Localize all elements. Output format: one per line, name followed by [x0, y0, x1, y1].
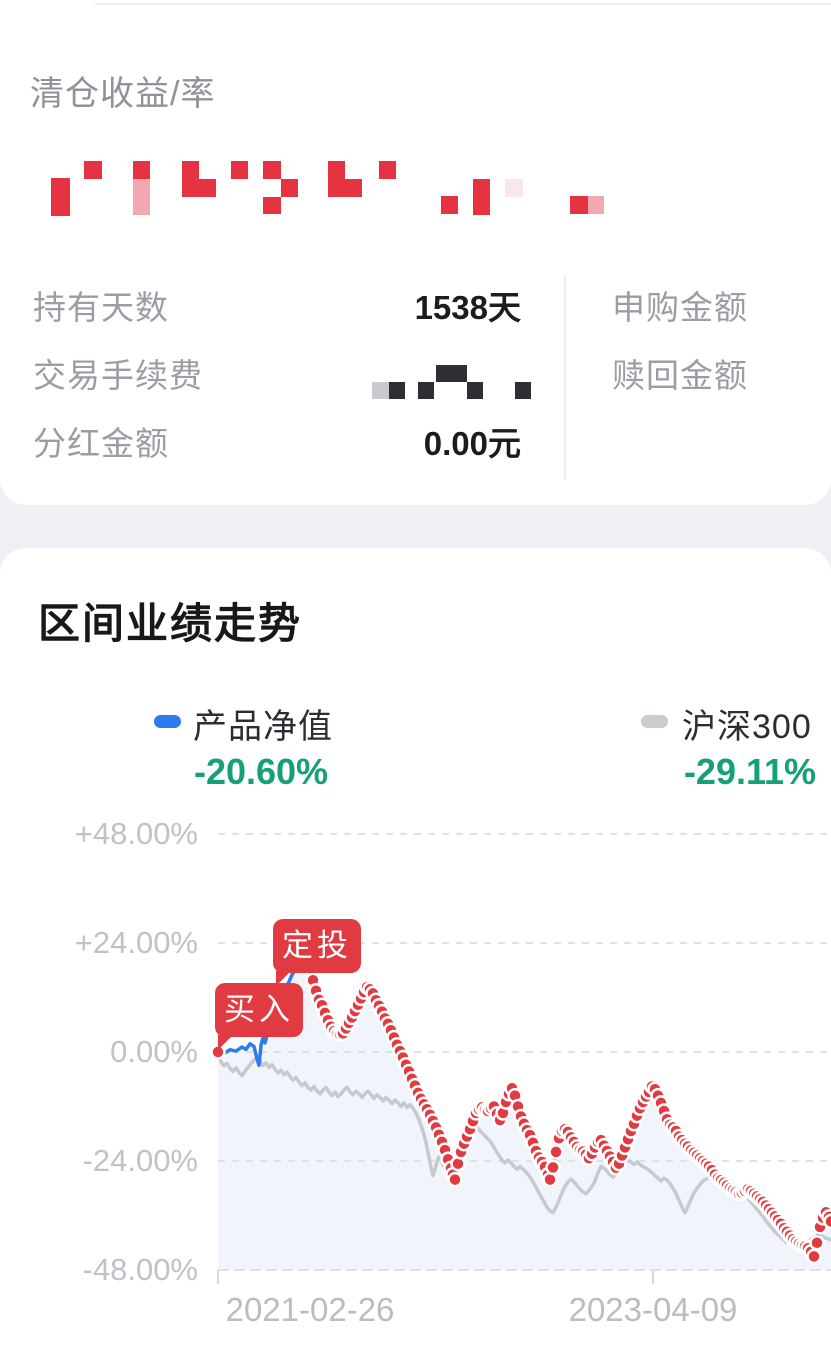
buy-marker-pointer-icon	[218, 1035, 233, 1050]
redacted-return-block	[328, 161, 345, 179]
redacted-return-block	[328, 179, 362, 197]
buy-marker-label: 买入	[224, 992, 294, 1027]
liquidation-summary-card	[0, 0, 831, 505]
product-nav-legend-swatch	[154, 715, 181, 728]
product-area-fill	[218, 959, 831, 1270]
auto-invest-marker-label: 定投	[282, 928, 352, 963]
dividend-amount-value: 0.00元	[423, 425, 521, 462]
purchase-dot[interactable]	[809, 1235, 825, 1251]
csi300-legend-label[interactable]: 沪深300	[682, 708, 812, 746]
redacted-fee-block	[372, 382, 389, 399]
redacted-return-block	[84, 161, 102, 179]
redacted-return-block	[281, 179, 298, 197]
y-axis-label: 0.00%	[110, 1034, 198, 1069]
auto-invest-marker-badge[interactable]: 定投	[273, 919, 361, 986]
redacted-return-block	[51, 178, 70, 216]
column-divider	[564, 274, 566, 480]
redacted-return-block	[473, 179, 490, 215]
redacted-return-block	[182, 161, 199, 179]
y-axis-label: -24.00%	[82, 1143, 198, 1178]
purchase-dot[interactable]	[548, 1144, 564, 1160]
liquidation-return-label: 清仓收益/率	[30, 75, 216, 113]
redacted-fee-block	[436, 365, 467, 382]
redacted-fee-block	[418, 382, 434, 399]
redacted-fee-block	[515, 382, 531, 399]
redacted-return-block	[231, 161, 248, 179]
trend-section-title: 区间业绩走势	[38, 600, 303, 647]
product-nav-legend-label[interactable]: 产品净值	[193, 708, 333, 746]
redacted-return-block	[263, 197, 281, 214]
x-axis-label-start: 2021-02-26	[225, 1291, 395, 1328]
redacted-fee-block	[389, 382, 405, 399]
redacted-return-block	[263, 161, 281, 179]
purchase-dot[interactable]	[545, 1159, 561, 1176]
y-axis-label: +24.00%	[74, 925, 198, 960]
purchase-dot[interactable]	[806, 1248, 822, 1265]
redacted-return-block	[133, 161, 150, 179]
auto-invest-marker-pointer-icon	[276, 971, 291, 986]
csi300-return-value: -29.11%	[683, 751, 817, 792]
purchase-dot[interactable]	[823, 1213, 831, 1230]
purchase-dot[interactable]	[447, 1171, 463, 1188]
redacted-return-block	[133, 179, 150, 215]
top-divider	[95, 3, 831, 5]
purchase-amount-label: 申购金额	[612, 289, 748, 326]
purchase-dot[interactable]	[542, 1171, 558, 1188]
redemption-amount-label: 赎回金额	[612, 357, 748, 394]
y-axis-label: -48.00%	[82, 1252, 198, 1287]
performance-line-chart[interactable]	[0, 780, 831, 1340]
csi300-legend-swatch	[641, 715, 668, 728]
transaction-fee-label: 交易手续费	[33, 357, 203, 394]
redacted-return-block	[505, 179, 523, 197]
redacted-return-block	[588, 196, 604, 214]
x-axis-label-mid: 2023-04-09	[568, 1291, 738, 1328]
dividend-amount-label: 分红金额	[33, 425, 169, 462]
redacted-fee-block	[467, 382, 483, 399]
holding-days-label: 持有天数	[33, 289, 169, 326]
redacted-return-block	[379, 161, 396, 179]
y-axis-label: +48.00%	[74, 816, 198, 851]
redacted-return-block	[182, 179, 216, 197]
redacted-return-block	[570, 196, 588, 214]
holding-days-value: 1538天	[414, 289, 521, 326]
buy-marker-badge[interactable]: 买入	[215, 983, 303, 1050]
product-nav-return-value: -20.60%	[193, 751, 329, 792]
redacted-return-block	[441, 196, 458, 214]
